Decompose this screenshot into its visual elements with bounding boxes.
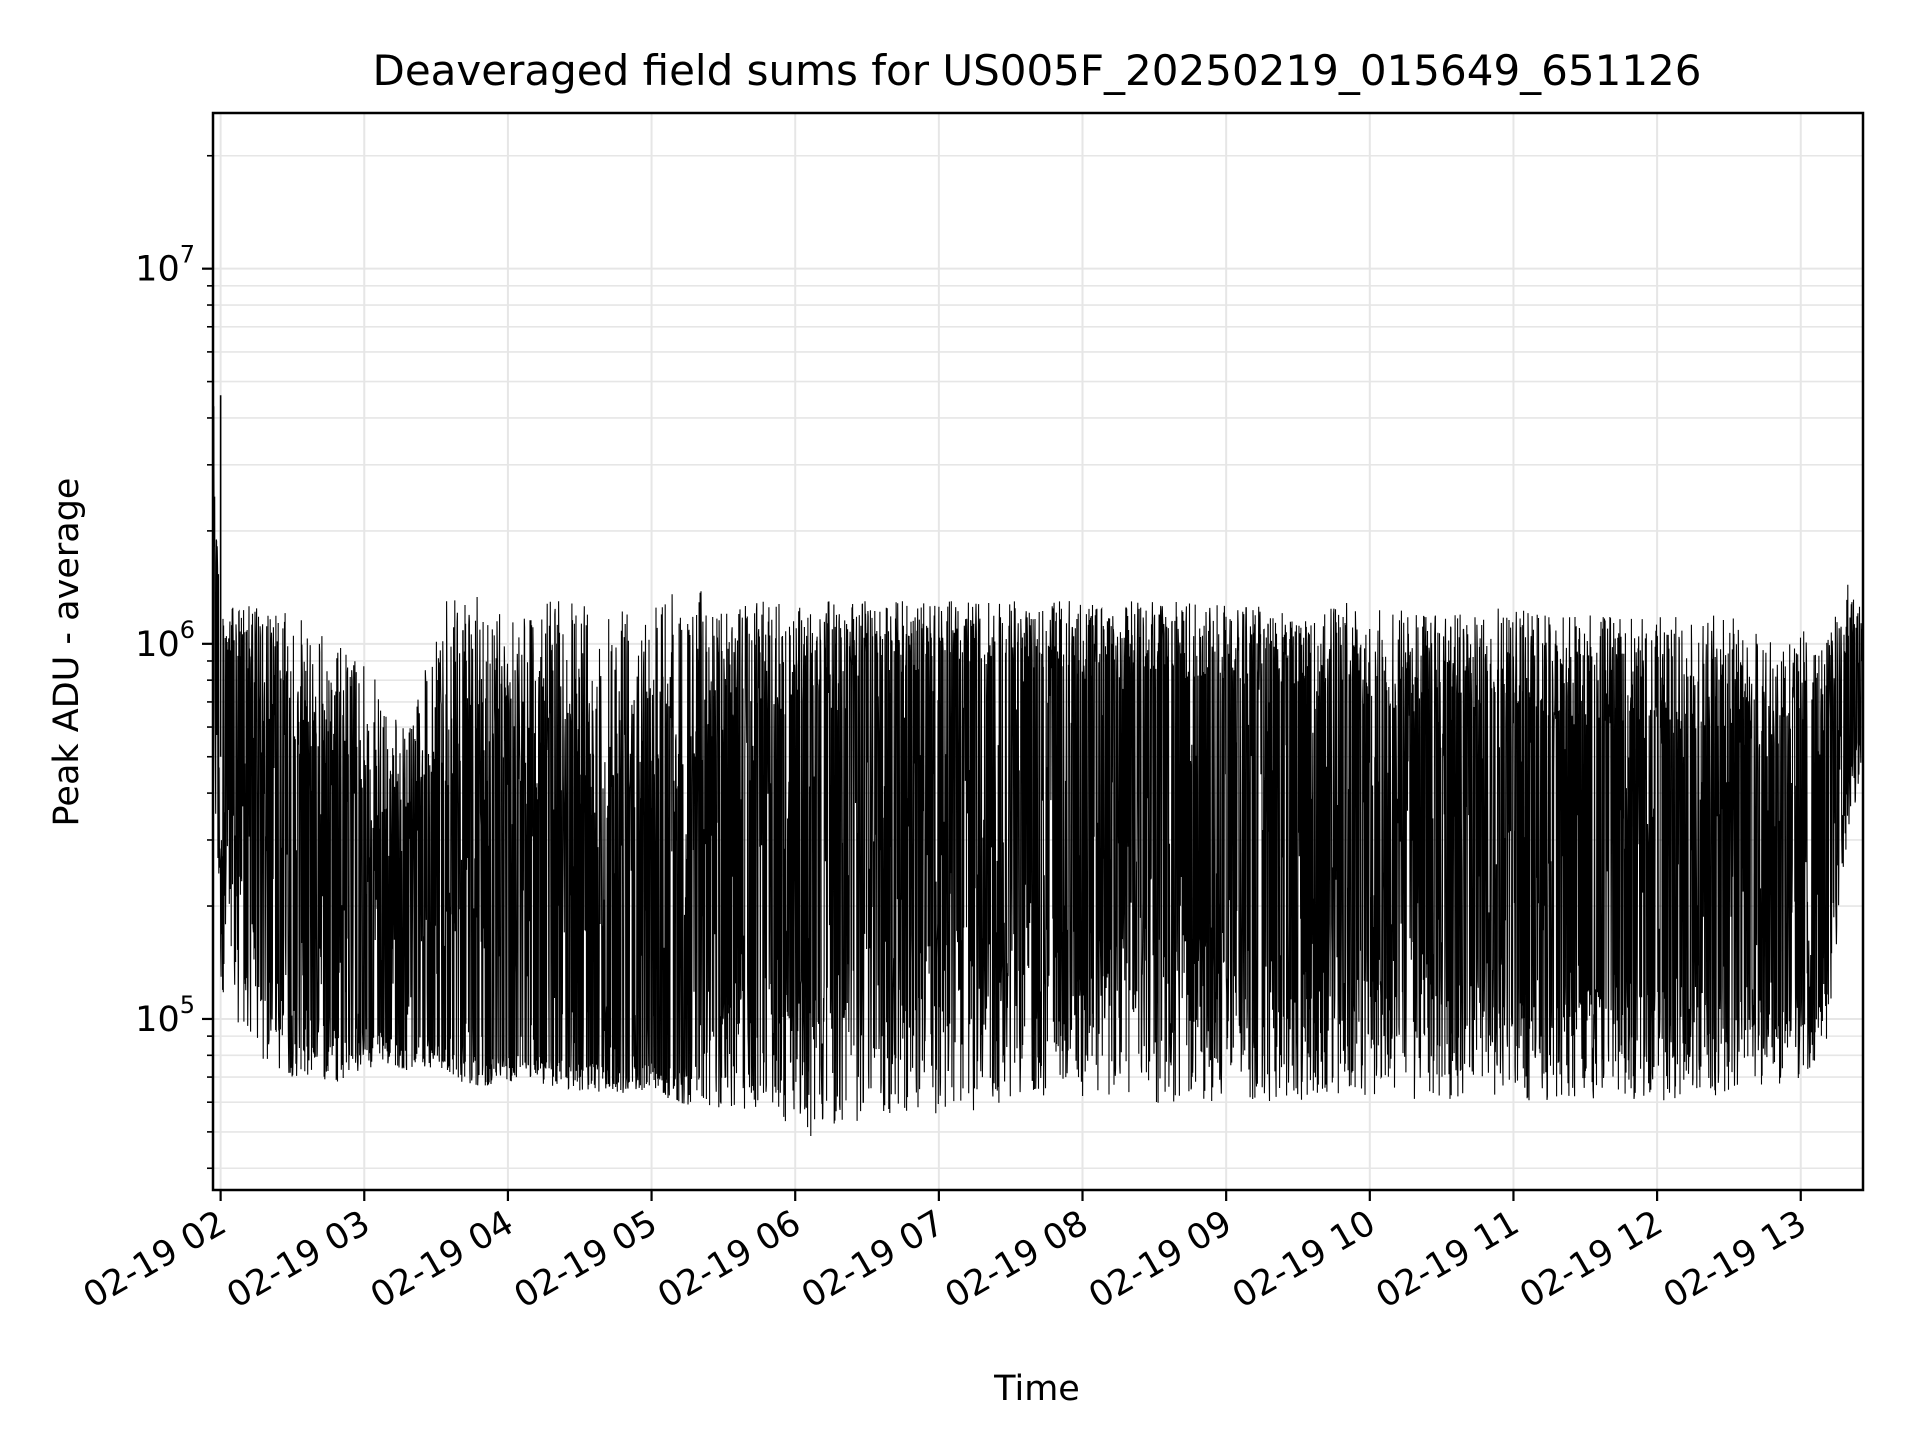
y-tick-label: 105 — [135, 991, 195, 1040]
x-axis-label: Time — [993, 1369, 1080, 1409]
y-axis-label: Peak ADU - average — [47, 478, 87, 827]
chart-title: Deaveraged field sums for US005F_2025021… — [372, 46, 1701, 95]
y-tick-exponent: 6 — [180, 616, 195, 644]
y-tick-base: 10 — [135, 250, 180, 290]
y-tick-label: 107 — [135, 241, 195, 290]
y-tick-base: 10 — [135, 1000, 180, 1040]
y-tick-exponent: 5 — [180, 991, 195, 1019]
plot-frame — [211, 111, 1865, 1192]
y-tick-label: 106 — [135, 616, 195, 665]
y-tick-base: 10 — [135, 625, 180, 665]
data-series — [212, 395, 1864, 1137]
series-line — [212, 406, 1864, 1137]
y-tick-exponent: 7 — [180, 241, 195, 269]
